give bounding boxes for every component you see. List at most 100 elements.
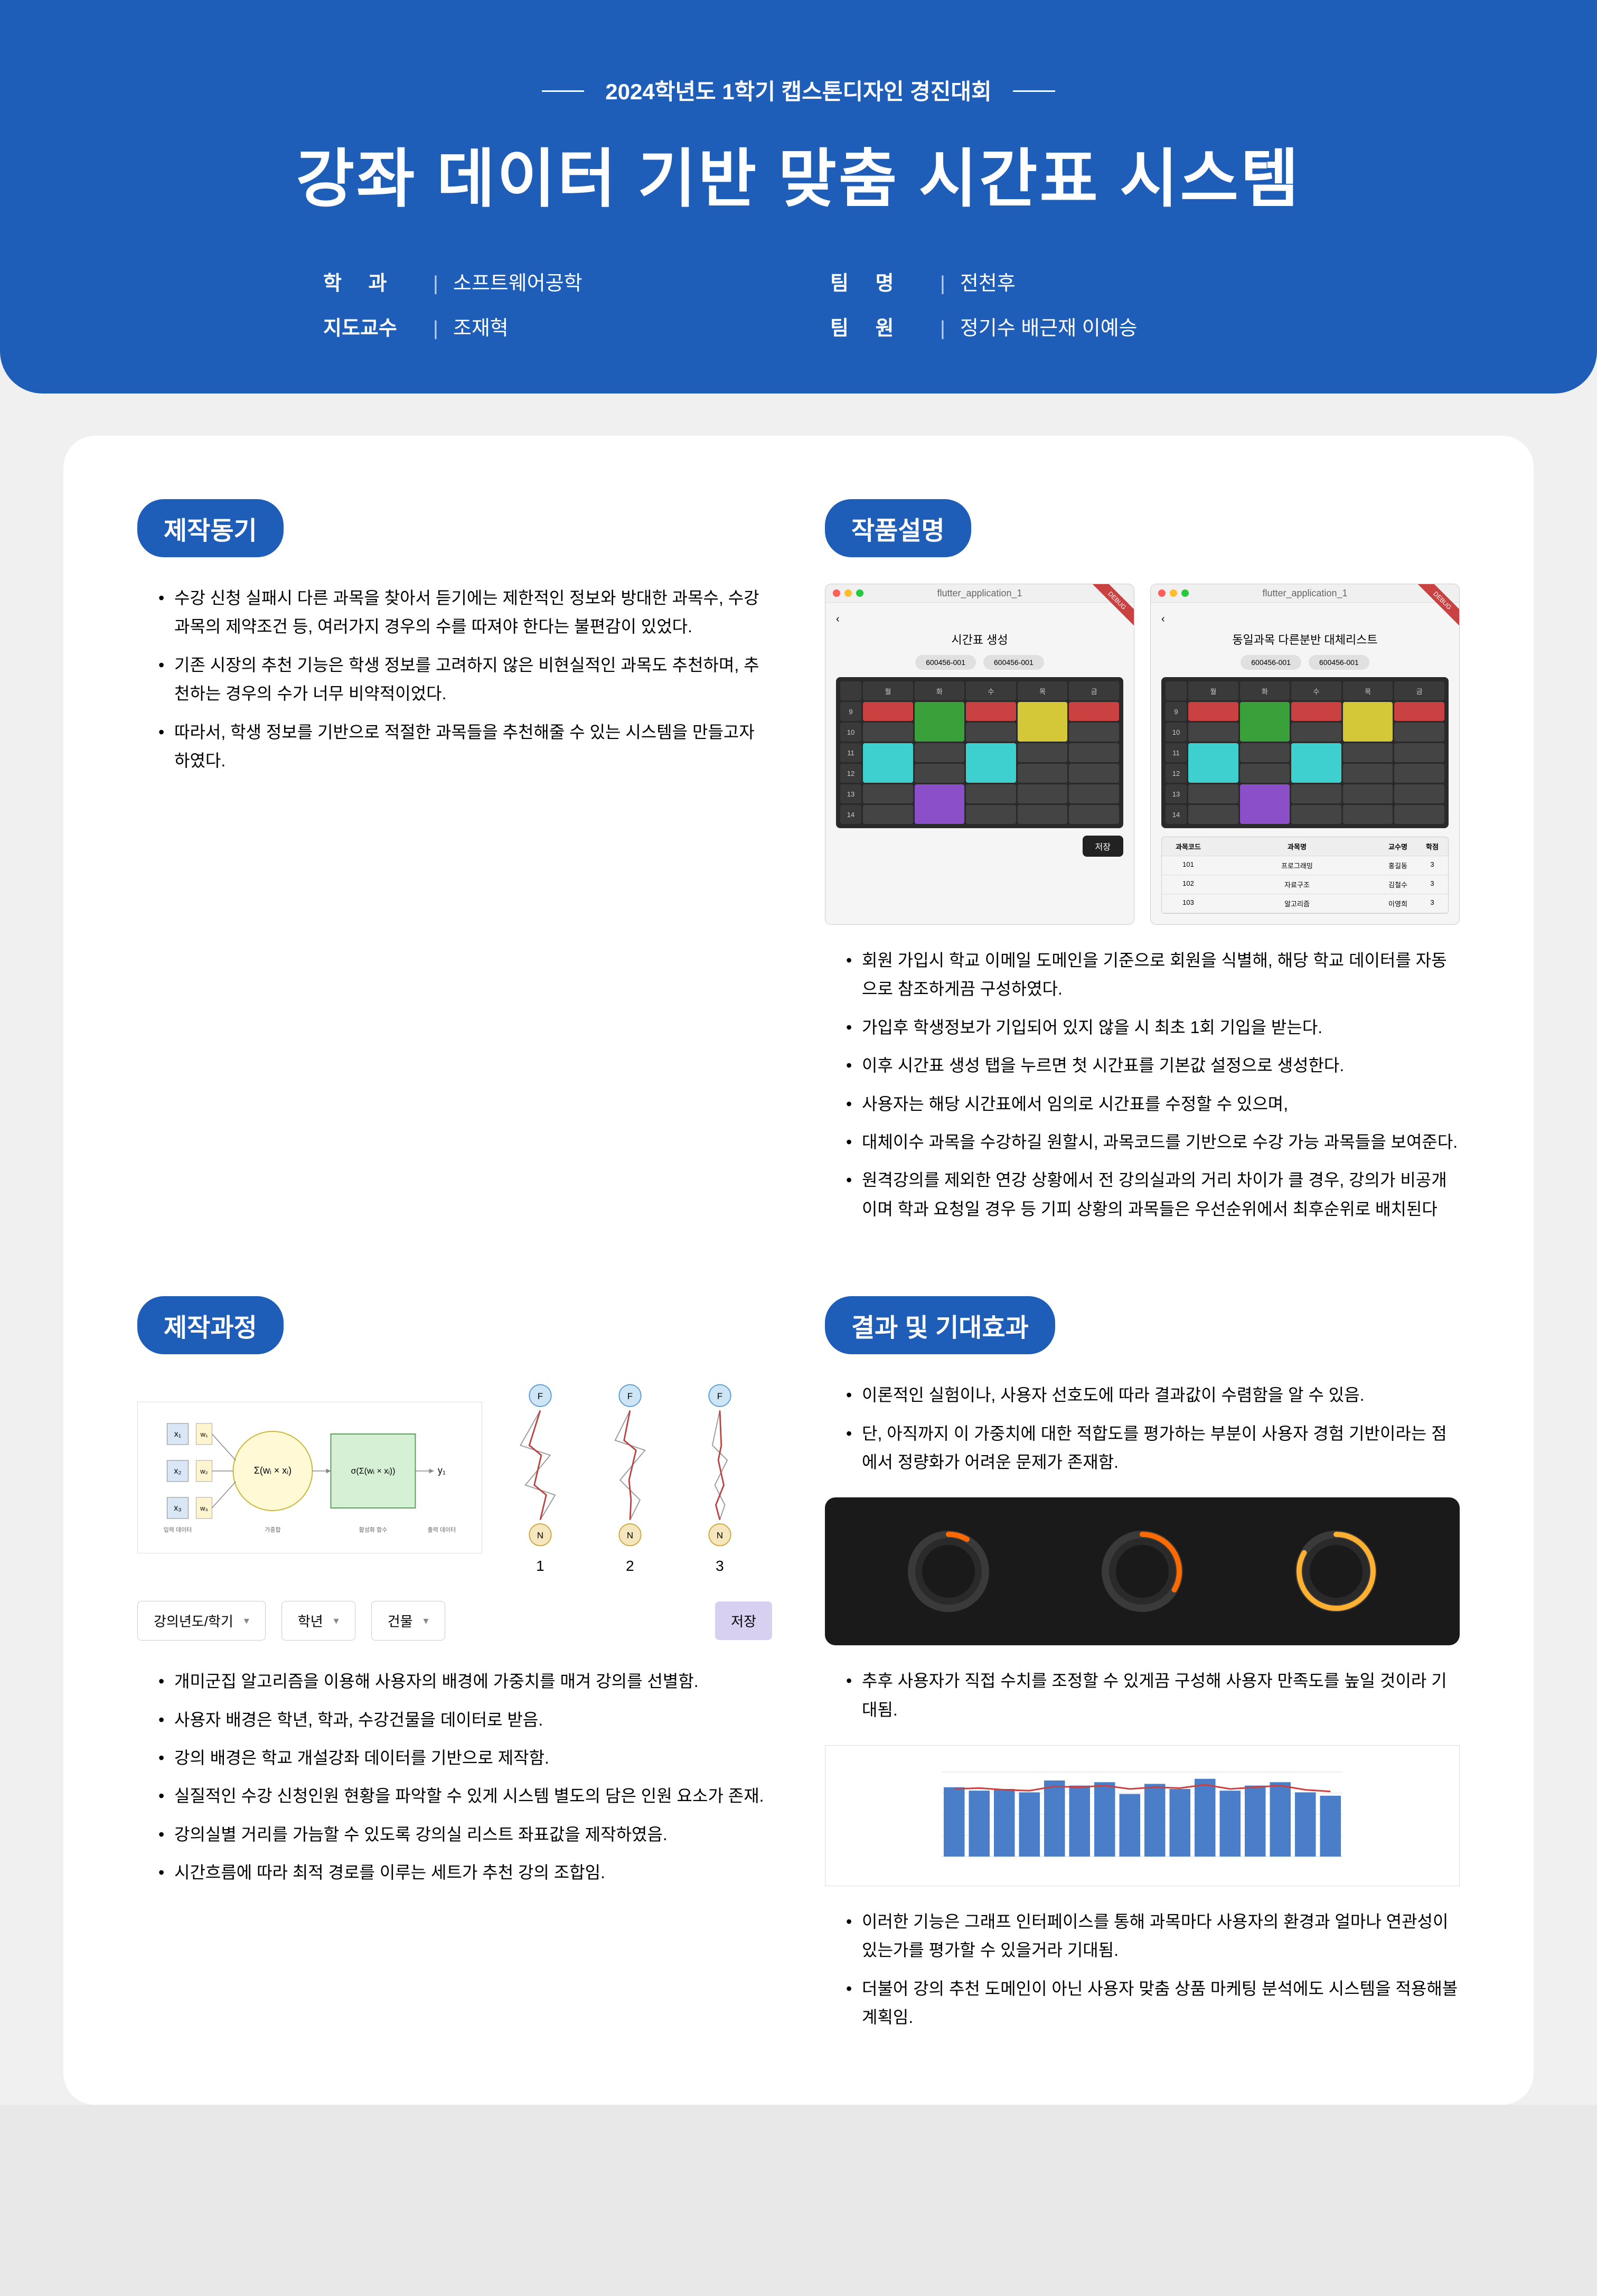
result-list-bottom: 이러한 기능은 그래프 인터페이스를 통해 과목마다 사용자의 환경과 얼마나 …	[825, 1907, 1460, 2032]
alternative-list-table: 과목코드과목명교수명학점101프로그래밍홍길동3102자료구조김철수3103알고…	[1161, 837, 1449, 914]
timetable-grid[interactable]: 월화수목금91011121314	[836, 677, 1123, 828]
course-code-pill[interactable]: 600456-001	[915, 655, 976, 670]
advisor-value: 조재혁	[453, 312, 509, 341]
poster-root: 2024학년도 1학기 캡스톤디자인 경진대회 강좌 데이터 기반 맞춤 시간표…	[0, 0, 1597, 2105]
result-list-mid: 추후 사용자가 직접 수치를 조정할 수 있게끔 구성해 사용자 만족도를 높일…	[825, 1666, 1460, 1724]
svg-text:y₁: y₁	[438, 1465, 446, 1476]
section-motivation: 제작동기 수강 신청 실패시 다른 과목을 찾아서 듣기에는 제한적인 정보와 …	[137, 499, 772, 1233]
app-window-title: flutter_application_1	[937, 588, 1022, 599]
svg-text:N: N	[627, 1530, 633, 1540]
members-label: 팀 원	[830, 312, 925, 341]
section-title-motivation: 제작동기	[137, 499, 284, 557]
poster-body: 제작동기 수강 신청 실패시 다른 과목을 찾아서 듣기에는 제한적인 정보와 …	[63, 436, 1534, 2105]
svg-text:w₂: w₂	[200, 1467, 208, 1475]
app-window-1: flutter_application_1 DEBUG ‹ 시간표 생성 600…	[825, 584, 1134, 925]
list-item: 추후 사용자가 직접 수치를 조정할 수 있게끔 구성해 사용자 만족도를 높일…	[846, 1666, 1460, 1724]
save-button[interactable]: 저장	[715, 1601, 772, 1640]
grade-select[interactable]: 학년▾	[281, 1601, 355, 1641]
filter-controls: 강의년도/학기▾ 학년▾ 건물▾ 저장	[137, 1601, 772, 1641]
minimize-icon[interactable]	[1170, 589, 1177, 597]
timetable-grid[interactable]: 월화수목금91011121314	[1161, 677, 1449, 828]
chevron-down-icon: ▾	[424, 1614, 429, 1627]
year-select[interactable]: 강의년도/학기▾	[137, 1601, 266, 1641]
list-item: 더불어 강의 추천 도메인이 아닌 사용자 맞춤 상품 마케팅 분석에도 시스템…	[846, 1974, 1460, 2032]
poster-header: 2024학년도 1학기 캡스톤디자인 경진대회 강좌 데이터 기반 맞춤 시간표…	[0, 0, 1597, 393]
knob-panel	[825, 1497, 1460, 1645]
close-icon[interactable]	[833, 589, 840, 597]
course-code-pill[interactable]: 600456-001	[1241, 655, 1301, 670]
motivation-list: 수강 신청 실패시 다른 과목을 찾아서 듣기에는 제한적인 정보와 방대한 과…	[137, 584, 772, 775]
traffic-lights	[1158, 589, 1189, 597]
list-item: 강의 배경은 학교 개설강좌 데이터를 기반으로 제작함.	[158, 1744, 772, 1772]
svg-text:w₁: w₁	[200, 1430, 208, 1438]
result-list-top: 이론적인 실험이나, 사용자 선호도에 따라 결과값이 수렴함을 알 수 있음.…	[825, 1381, 1460, 1476]
neural-net-diagram: x₁ x₂ x₃ w₁ w₂ w₃ Σ(wᵢ × xᵢ)	[137, 1381, 772, 1575]
svg-text:x₂: x₂	[174, 1467, 181, 1476]
svg-text:σ(Σ(wᵢ × xᵢ)): σ(Σ(wᵢ × xᵢ))	[351, 1467, 396, 1476]
page-title-2: 동일과목 다른분반 대체리스트	[1161, 631, 1449, 648]
maximize-icon[interactable]	[1181, 589, 1189, 597]
section-process: 제작과정 x₁ x₂ x₃ w₁ w₂ w₃	[137, 1296, 772, 2041]
svg-text:x₃: x₃	[174, 1504, 182, 1513]
app-window-title: flutter_application_1	[1262, 588, 1347, 599]
list-item: 실질적인 수강 신청인원 현황을 파악할 수 있게 시스템 별도의 담은 인원 …	[158, 1782, 772, 1810]
minimize-icon[interactable]	[844, 589, 852, 597]
event-subtitle: 2024학년도 1학기 캡스톤디자인 경진대회	[584, 74, 1012, 106]
back-icon[interactable]: ‹	[836, 613, 840, 625]
list-item: 이후 시간표 생성 탭을 누르면 첫 시간표를 기본값 설정으로 생성한다.	[846, 1051, 1460, 1080]
list-item: 시간흐름에 따라 최적 경로를 이루는 세트가 추천 강의 조합임.	[158, 1858, 772, 1887]
svg-text:x₁: x₁	[174, 1430, 181, 1439]
svg-text:F: F	[538, 1391, 543, 1401]
bar-chart	[825, 1745, 1460, 1886]
section-title-process: 제작과정	[137, 1296, 284, 1354]
dept-label: 학 과	[323, 267, 418, 296]
building-select[interactable]: 건물▾	[371, 1601, 445, 1641]
list-item: 이론적인 실험이나, 사용자 선호도에 따라 결과값이 수렴함을 알 수 있음.	[846, 1381, 1460, 1409]
traffic-lights	[833, 589, 863, 597]
svg-text:입력 데이터: 입력 데이터	[164, 1526, 192, 1533]
close-icon[interactable]	[1158, 589, 1166, 597]
process-list: 개미군집 알고리즘을 이용해 사용자의 배경에 가중치를 매겨 강의를 선별함.…	[137, 1667, 772, 1887]
ant-colony-diagram: F N 1 F N 2 F N 3	[503, 1381, 772, 1575]
team-value: 전천후	[960, 267, 1016, 296]
chevron-down-icon: ▾	[334, 1614, 339, 1627]
page-title-1: 시간표 생성	[836, 631, 1123, 648]
list-item: 사용자는 해당 시간표에서 임의로 시간표를 수정할 수 있으며,	[846, 1090, 1460, 1118]
save-button[interactable]: 저장	[1083, 836, 1123, 857]
advisor-label: 지도교수	[323, 312, 418, 341]
svg-text:Σ(wᵢ × xᵢ): Σ(wᵢ × xᵢ)	[254, 1465, 292, 1476]
list-item: 사용자 배경은 학년, 학과, 수강건물을 데이터로 받음.	[158, 1705, 772, 1734]
list-item: 가입후 학생정보가 기입되어 있지 않을 시 최초 1회 기입을 받는다.	[846, 1013, 1460, 1042]
app-screenshots: flutter_application_1 DEBUG ‹ 시간표 생성 600…	[825, 584, 1460, 925]
svg-text:N: N	[537, 1530, 543, 1540]
svg-text:N: N	[717, 1530, 723, 1540]
list-item: 따라서, 학생 정보를 기반으로 적절한 과목들을 추천해줄 수 있는 시스템을…	[158, 718, 772, 775]
svg-text:w₃: w₃	[200, 1504, 208, 1512]
section-title-description: 작품설명	[825, 499, 971, 557]
list-item: 강의실별 거리를 가늠할 수 있도록 강의실 리스트 좌표값을 제작하였음.	[158, 1820, 772, 1849]
list-item: 기존 시장의 추천 기능은 학생 정보를 고려하지 않은 비현실적인 과목도 추…	[158, 651, 772, 708]
list-item: 수강 신청 실패시 다른 과목을 찾아서 듣기에는 제한적인 정보와 방대한 과…	[158, 584, 772, 641]
list-item: 회원 가입시 학교 이메일 도메인을 기준으로 회원을 식별해, 해당 학교 데…	[846, 946, 1460, 1004]
course-code-pill[interactable]: 600456-001	[983, 655, 1044, 670]
svg-text:활성화 함수: 활성화 함수	[359, 1526, 388, 1533]
team-label: 팀 명	[830, 267, 925, 296]
app-window-2: flutter_application_1 DEBUG ‹ 동일과목 다른분반 …	[1150, 584, 1460, 925]
list-item: 대체이수 과목을 수강하길 원할시, 과목코드를 기반으로 수강 가능 과목들을…	[846, 1128, 1460, 1156]
maximize-icon[interactable]	[856, 589, 863, 597]
poster-title: 강좌 데이터 기반 맞춤 시간표 시스템	[106, 127, 1491, 219]
list-item: 개미군집 알고리즘을 이용해 사용자의 배경에 가중치를 매겨 강의를 선별함.	[158, 1667, 772, 1695]
svg-text:F: F	[717, 1391, 722, 1401]
bar-chart-svg	[841, 1761, 1443, 1867]
list-item: 단, 아직까지 이 가중치에 대한 적합도를 평가하는 부분이 사용자 경험 기…	[846, 1419, 1460, 1477]
nn-svg: x₁ x₂ x₃ w₁ w₂ w₃ Σ(wᵢ × xᵢ)	[148, 1413, 471, 1540]
back-icon[interactable]: ‹	[1161, 613, 1165, 625]
section-result: 결과 및 기대효과 이론적인 실험이나, 사용자 선호도에 따라 결과값이 수렴…	[825, 1296, 1460, 2041]
list-item: 원격강의를 제외한 연강 상황에서 전 강의실과의 거리 차이가 클 경우, 강…	[846, 1166, 1460, 1223]
section-title-result: 결과 및 기대효과	[825, 1296, 1055, 1354]
dept-value: 소프트웨어공학	[453, 267, 583, 296]
course-code-pill[interactable]: 600456-001	[1309, 655, 1369, 670]
svg-text:출력 데이터: 출력 데이터	[428, 1526, 456, 1533]
svg-text:F: F	[627, 1391, 633, 1401]
members-value: 정기수 배근재 이예승	[960, 312, 1138, 341]
